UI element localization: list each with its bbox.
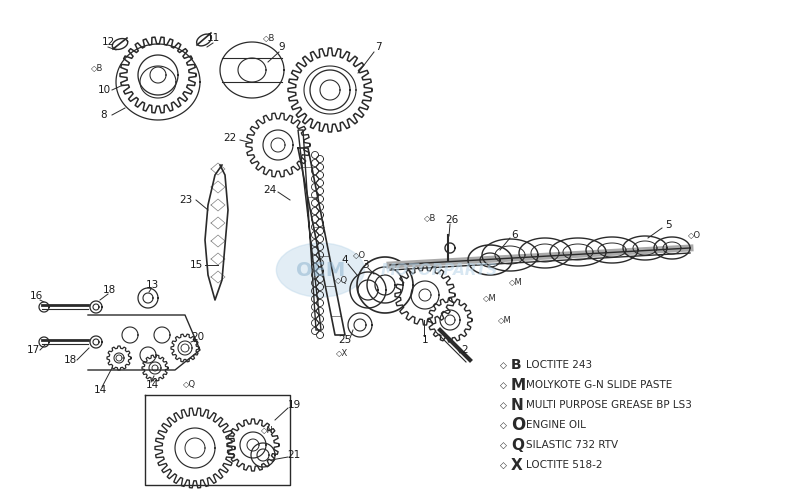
Text: 18: 18: [63, 355, 77, 365]
Text: 10: 10: [98, 85, 111, 95]
Text: 5: 5: [665, 220, 671, 230]
Text: ◇: ◇: [500, 420, 507, 430]
Text: 14: 14: [145, 380, 159, 390]
Text: ◇Q: ◇Q: [183, 381, 196, 389]
Text: ◇: ◇: [500, 461, 507, 469]
Text: B: B: [511, 358, 521, 372]
Text: ◇M: ◇M: [483, 294, 497, 302]
Text: ◇O: ◇O: [688, 230, 702, 240]
Text: ◇: ◇: [500, 401, 507, 409]
Text: ◇M: ◇M: [498, 316, 512, 325]
Text: ◇M: ◇M: [509, 277, 523, 287]
Text: ◇Q: ◇Q: [336, 275, 348, 284]
Text: 21: 21: [288, 450, 300, 460]
Text: 11: 11: [207, 33, 219, 43]
Text: SILASTIC 732 RTV: SILASTIC 732 RTV: [526, 440, 618, 450]
Text: 4: 4: [342, 255, 348, 265]
Text: Q: Q: [511, 437, 524, 453]
Text: N: N: [511, 398, 524, 412]
Text: O: O: [511, 416, 525, 434]
Text: 23: 23: [179, 195, 192, 205]
Text: ◇B: ◇B: [91, 63, 103, 73]
Text: ◇N: ◇N: [260, 426, 273, 435]
Text: MULTI PURPOSE GREASE BP LS3: MULTI PURPOSE GREASE BP LS3: [526, 400, 692, 410]
Text: ◇X: ◇X: [336, 349, 348, 357]
Text: 8: 8: [101, 110, 107, 120]
Text: 20: 20: [191, 332, 204, 342]
Text: ENGINE OIL: ENGINE OIL: [526, 420, 586, 430]
Text: 19: 19: [288, 400, 300, 410]
Text: 7: 7: [375, 42, 381, 52]
Text: 24: 24: [264, 185, 276, 195]
Text: 18: 18: [103, 285, 115, 295]
Text: 25: 25: [338, 335, 352, 345]
Text: ◇O: ◇O: [353, 250, 367, 260]
Text: 3: 3: [362, 260, 368, 270]
Text: ◇B: ◇B: [424, 214, 437, 222]
Text: ◇: ◇: [500, 360, 507, 370]
Text: ◇: ◇: [500, 381, 507, 389]
Text: ◇: ◇: [500, 440, 507, 449]
Text: 14: 14: [94, 385, 107, 395]
Text: OEM: OEM: [296, 261, 345, 279]
Text: 9: 9: [279, 42, 285, 52]
Text: 22: 22: [223, 133, 236, 143]
Text: 1: 1: [421, 335, 429, 345]
Text: LOCTITE 243: LOCTITE 243: [526, 360, 592, 370]
Text: 13: 13: [145, 280, 159, 290]
Text: 6: 6: [512, 230, 518, 240]
Text: M: M: [511, 378, 526, 392]
Text: 15: 15: [189, 260, 203, 270]
Text: ◇B: ◇B: [263, 33, 276, 43]
Text: LOCTITE 518-2: LOCTITE 518-2: [526, 460, 602, 470]
Text: X: X: [511, 458, 523, 472]
Text: 17: 17: [26, 345, 39, 355]
Text: 26: 26: [445, 215, 459, 225]
Text: 16: 16: [30, 291, 42, 301]
Text: MOLYKOTE G-N SLIDE PASTE: MOLYKOTE G-N SLIDE PASTE: [526, 380, 672, 390]
Text: 2: 2: [461, 345, 469, 355]
Circle shape: [276, 243, 364, 297]
Text: MOTORPARTS: MOTORPARTS: [380, 263, 497, 277]
Text: 12: 12: [102, 37, 115, 47]
